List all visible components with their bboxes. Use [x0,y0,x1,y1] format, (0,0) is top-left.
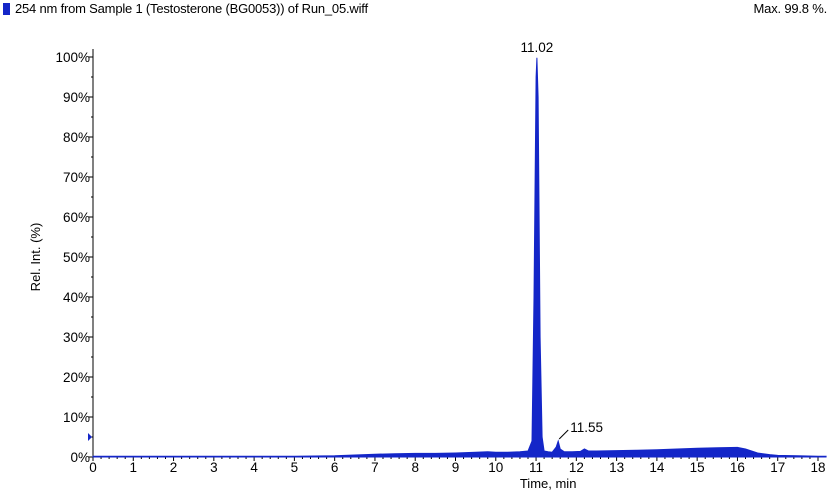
y-tick-label: 60% [63,210,90,225]
trace-color-swatch [3,3,10,15]
x-tick-label: 6 [331,460,339,475]
x-tick-label: 4 [250,460,258,475]
x-tick-label: 12 [569,460,584,475]
x-axis: 0 1 2 3 4 5 6 7 8 9 10 11 12 13 14 15 16 17 18 [89,456,826,475]
x-tick-label: 14 [649,460,665,475]
x-tick-label: 5 [291,460,299,475]
x-tick-label: 15 [690,460,705,475]
y-tick-label: 30% [63,330,90,345]
y-axis: 0% 10% 20% 30% 40% 50% 60% 70% 80% 90% 100% [55,49,94,465]
y-tick-label: 20% [63,370,90,385]
x-tick-label: 11 [529,460,543,475]
y-tick-label: 50% [63,250,90,265]
y-axis-title: Rel. Int. (%) [28,223,43,292]
peak-label: 11.02 [520,40,553,55]
x-axis-title: Time, min [520,476,577,491]
baseline-marker [88,433,92,441]
x-tick-label: 8 [411,460,419,475]
x-tick-label: 7 [371,460,379,475]
chromatogram-header: 254 nm from Sample 1 (Testosterone (BG00… [0,0,831,18]
x-tick-label: 18 [810,460,825,475]
y-tick-label: 70% [63,170,90,185]
chromatogram-title: 254 nm from Sample 1 (Testosterone (BG00… [15,1,368,16]
y-tick-label: 40% [63,290,90,305]
max-intensity-label: Max. 99.8 %. [753,1,828,16]
y-tick-label: 0% [70,450,90,465]
y-tick-label: 10% [63,410,90,425]
x-tick-label: 13 [609,460,624,475]
y-tick-label: 80% [63,130,90,145]
y-tick-label: 100% [55,50,90,65]
x-tick-label: 3 [210,460,218,475]
peak-label: 11.55 [570,420,603,435]
plot-area: 11.02 11.55 [92,40,827,458]
x-tick-label: 9 [452,460,460,475]
peak-label-leader [558,429,569,440]
x-tick-label: 0 [89,460,97,475]
x-tick-label: 16 [730,460,745,475]
x-tick-label: 1 [130,460,138,475]
x-tick-label: 2 [170,460,178,475]
y-tick-label: 90% [63,90,90,105]
chromatogram-trace [92,57,827,458]
x-tick-label: 10 [488,460,503,475]
x-tick-label: 17 [770,460,785,475]
